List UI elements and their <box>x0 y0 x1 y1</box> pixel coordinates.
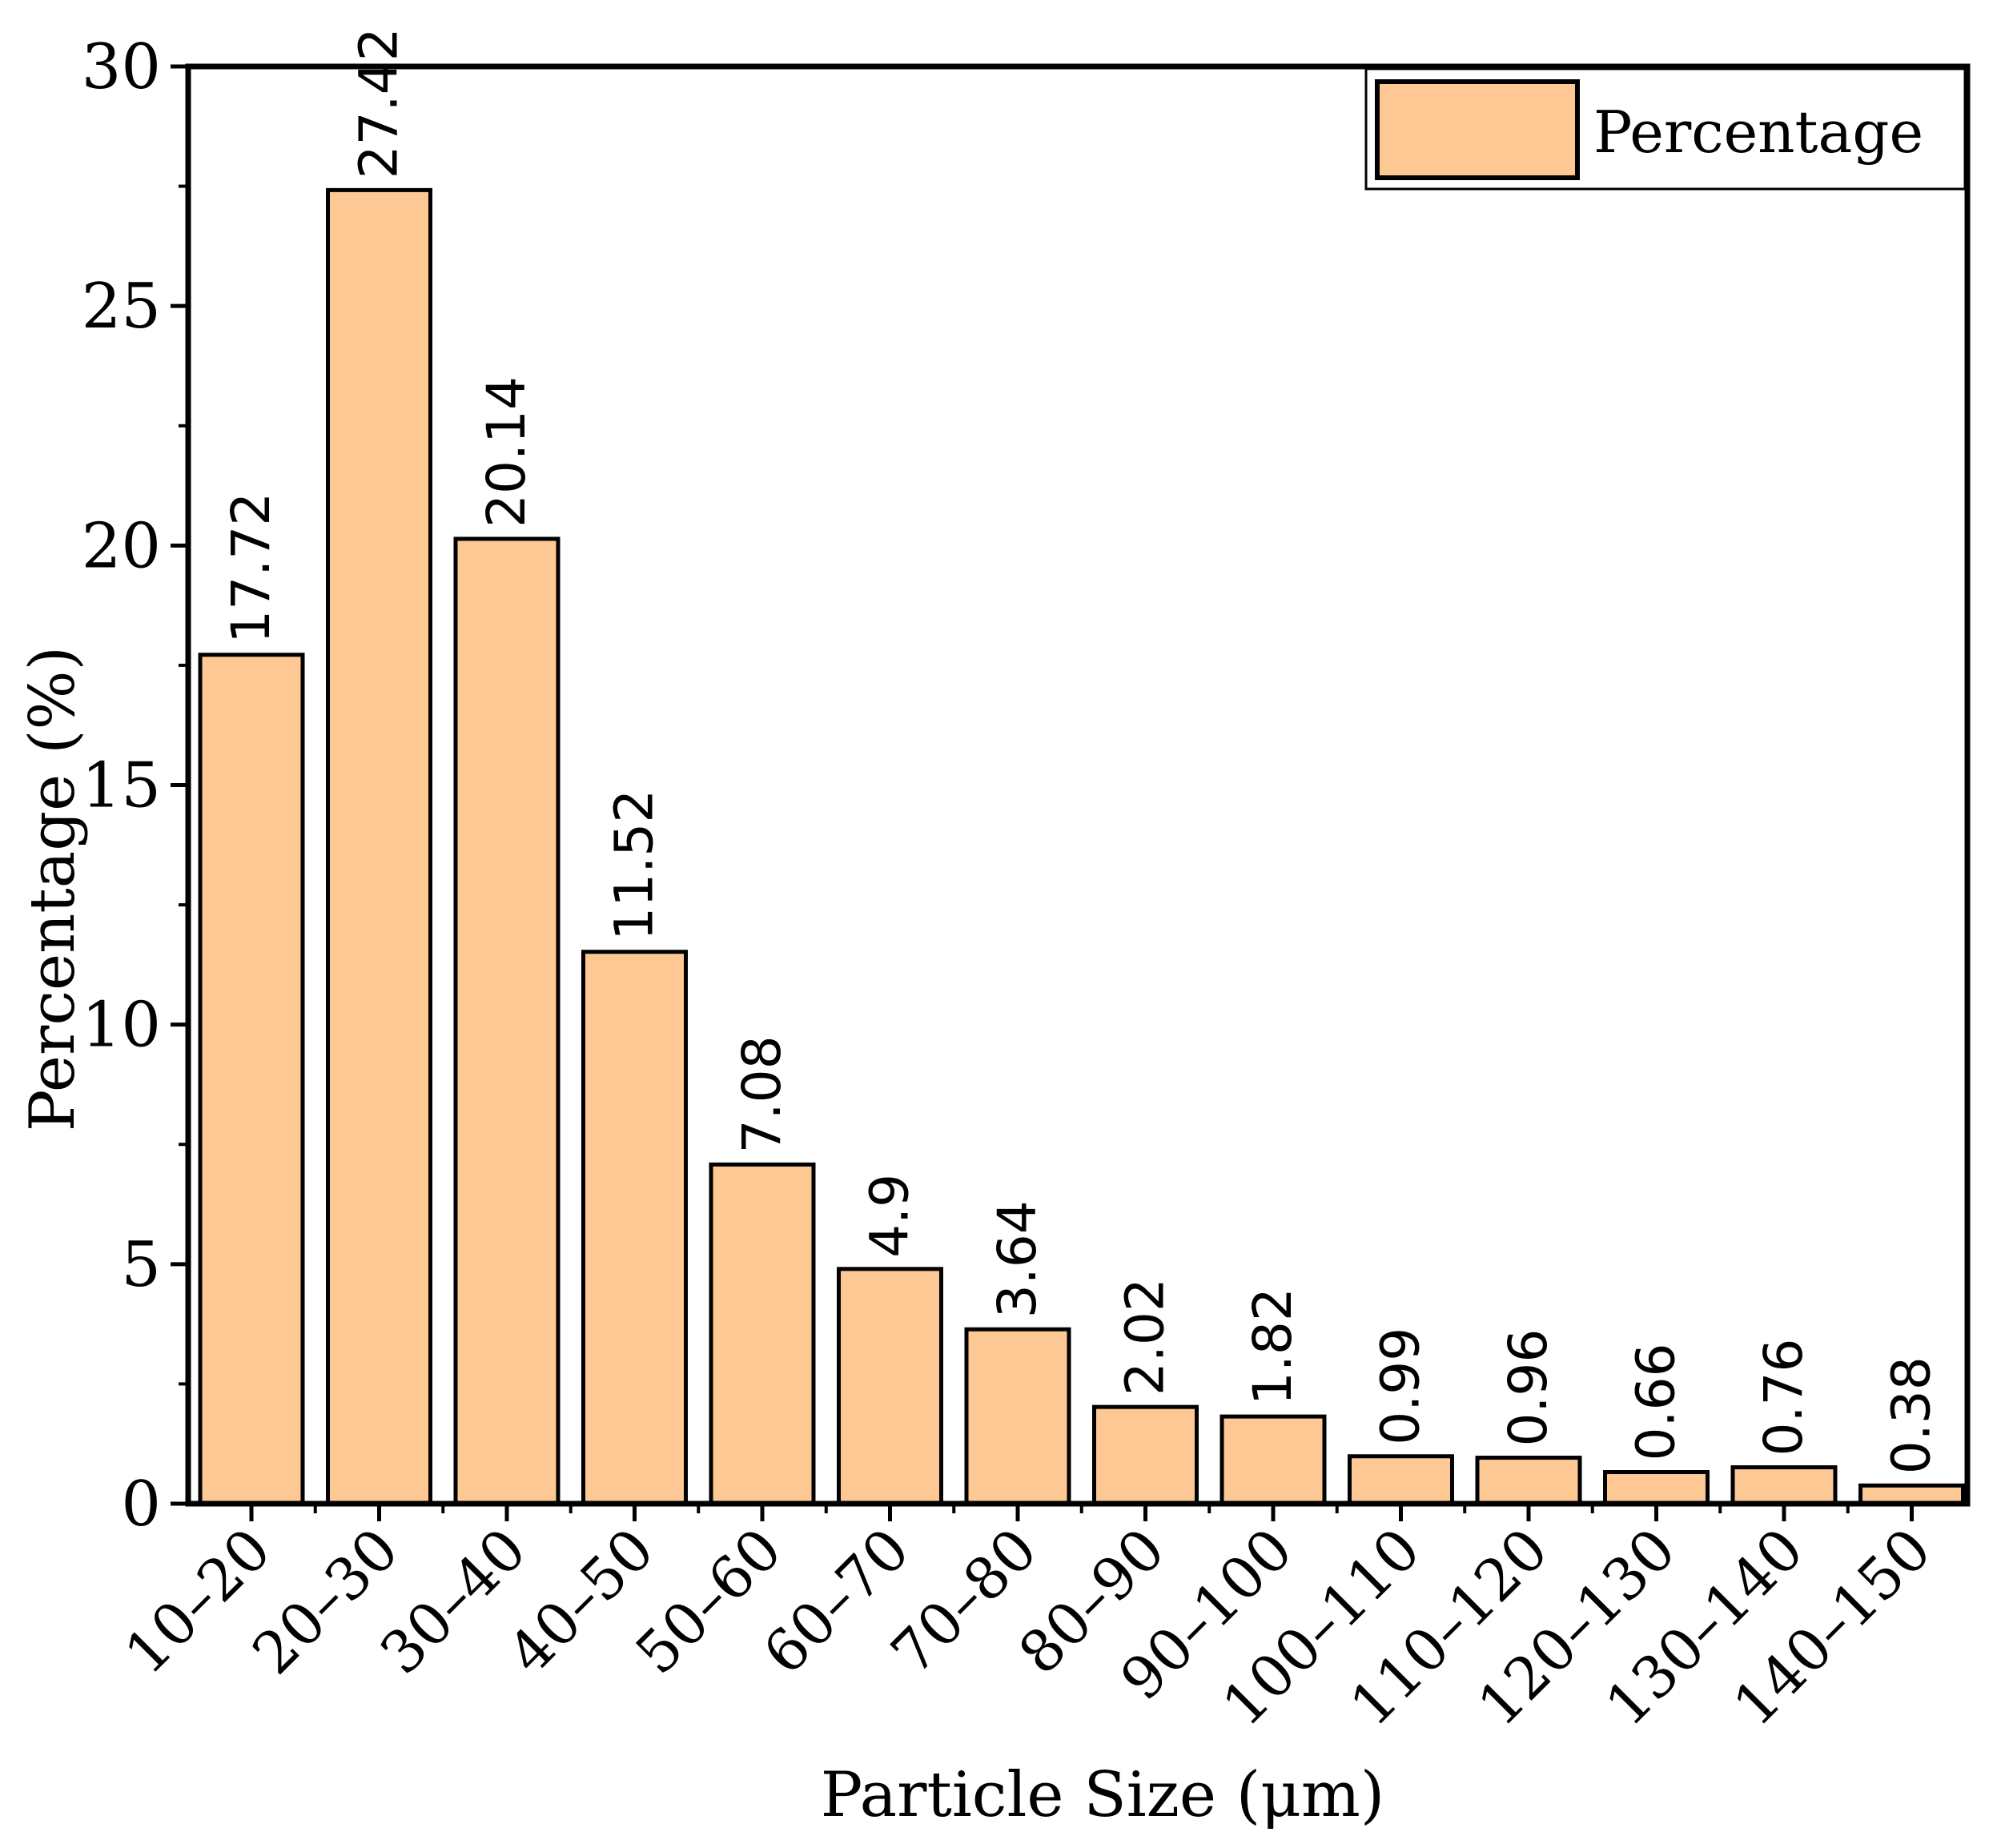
y-tick-label-25: 25 <box>82 271 161 343</box>
value-label-80–90: 2.02 <box>1115 1278 1176 1396</box>
y-axis-ticks: 0 5 10 15 20 25 30 <box>82 31 188 1541</box>
value-label-90–100: 1.82 <box>1242 1288 1304 1405</box>
bar-10–20 <box>198 653 305 1506</box>
y-tick-label-15: 15 <box>82 750 161 822</box>
value-label-130–140: 0.76 <box>1753 1339 1814 1456</box>
x-tick-label-50–60: 50–60 <box>623 1516 794 1687</box>
x-tick-label-60–70: 60–70 <box>750 1516 922 1687</box>
y-axis-label: Percentage (%) <box>17 646 89 1131</box>
y-tick-label-20: 20 <box>82 510 161 582</box>
value-label-20–30: 27.42 <box>348 27 410 179</box>
value-labels-group: 17.72 27.42 20.14 11.52 7.08 4.9 3.64 2.02 1.82 0… <box>220 27 1943 1474</box>
y-tick-label-0: 0 <box>121 1468 161 1541</box>
value-label-40–50: 11.52 <box>604 789 665 941</box>
x-tick-label-70–80: 70–80 <box>878 1516 1050 1687</box>
y-tick-label-30: 30 <box>82 31 161 103</box>
bar-50–60 <box>709 1162 816 1506</box>
bar-80–90 <box>1092 1404 1199 1506</box>
value-label-140–150: 0.38 <box>1881 1356 1943 1474</box>
legend-label: Percentage <box>1593 98 1923 166</box>
bar-110–120 <box>1475 1456 1582 1506</box>
value-label-10–20: 17.72 <box>220 492 282 644</box>
legend: Percentage <box>1364 67 1967 191</box>
value-label-50–60: 7.08 <box>731 1035 793 1153</box>
value-label-110–120: 0.96 <box>1497 1329 1559 1447</box>
value-label-70–80: 3.64 <box>986 1200 1048 1318</box>
x-tick-label-20–30: 20–30 <box>239 1516 411 1687</box>
bar-120–130 <box>1603 1470 1710 1506</box>
y-tick-label-5: 5 <box>121 1229 161 1301</box>
value-label-30–40: 20.14 <box>476 376 537 528</box>
x-axis-ticks: 10–2020–3030–4040–5050–6060–7070–8080–90… <box>112 1504 1944 1739</box>
value-label-120–130: 0.66 <box>1625 1344 1687 1461</box>
bar-30–40 <box>453 536 561 1506</box>
bar-130–140 <box>1730 1465 1838 1506</box>
bar-60–70 <box>837 1267 943 1506</box>
bar-70–80 <box>964 1327 1071 1506</box>
x-axis-label: Particle Size (μm) <box>821 1759 1385 1831</box>
bar-20–30 <box>326 187 432 1506</box>
bar-100–110 <box>1348 1454 1454 1506</box>
x-tick-label-30–40: 30–40 <box>368 1516 539 1687</box>
y-tick-label-10: 10 <box>82 990 161 1062</box>
value-label-100–110: 0.99 <box>1370 1328 1432 1445</box>
legend-swatch <box>1375 79 1580 180</box>
bar-40–50 <box>581 950 688 1506</box>
value-label-60–70: 4.9 <box>859 1174 921 1258</box>
x-tick-label-40–50: 40–50 <box>495 1516 666 1687</box>
bar-90–100 <box>1219 1414 1327 1506</box>
x-tick-label-10–20: 10–20 <box>112 1516 283 1687</box>
bars-group <box>198 187 1965 1506</box>
